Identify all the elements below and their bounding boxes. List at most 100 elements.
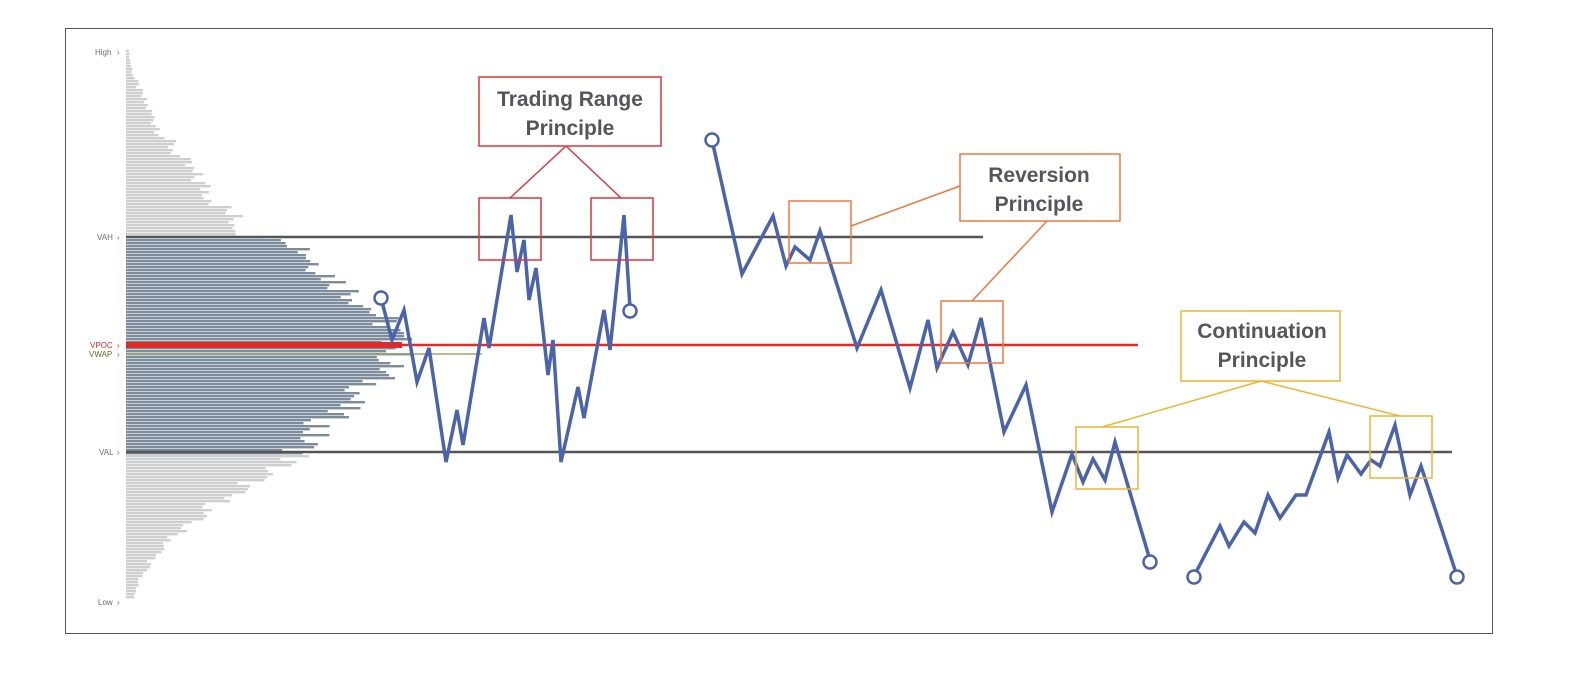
vpoc-arrow-icon: ›	[117, 341, 120, 350]
volume-bar	[126, 50, 129, 53]
volume-bar	[126, 338, 413, 341]
volume-bar	[126, 383, 377, 386]
volume-bar	[126, 314, 377, 317]
path-start-marker	[373, 290, 389, 306]
volume-bar	[126, 122, 152, 125]
volume-bar	[126, 89, 143, 92]
price-path-1	[379, 214, 632, 463]
volume-bar	[126, 443, 318, 446]
reversion-highlight	[940, 300, 1004, 364]
volume-bar	[126, 512, 204, 515]
volume-bar	[126, 359, 379, 362]
volume-bar	[126, 347, 396, 350]
volume-bar	[126, 158, 191, 161]
volume-bar	[126, 239, 281, 242]
volume-bar	[126, 287, 328, 290]
volume-bar	[126, 86, 136, 89]
volume-bar	[126, 539, 171, 542]
volume-bar	[126, 140, 176, 143]
volume-bar	[126, 137, 165, 140]
volume-bar	[126, 440, 305, 443]
volume-bar	[126, 182, 206, 185]
volume-bar	[126, 224, 235, 227]
continuation-highlight	[1075, 426, 1139, 490]
volume-bar	[126, 503, 205, 506]
volume-bar	[126, 476, 268, 479]
volume-bar	[126, 173, 203, 176]
volume-bar	[126, 98, 147, 101]
volume-bar	[126, 92, 143, 95]
volume-bar	[126, 374, 390, 377]
trading-range-highlight	[590, 197, 654, 261]
volume-bar	[126, 320, 397, 323]
volume-bar	[126, 575, 143, 578]
path-start-marker	[1186, 569, 1202, 585]
volume-bar	[126, 56, 129, 59]
volume-bar	[126, 179, 192, 182]
volume-bar	[126, 386, 349, 389]
volume-bar	[126, 488, 248, 491]
volume-bar	[126, 191, 209, 194]
continuation-highlight	[1369, 415, 1433, 479]
volume-bar	[126, 230, 236, 233]
volume-bar	[126, 248, 310, 251]
volume-bar	[126, 260, 311, 263]
volume-bar	[126, 221, 229, 224]
low-label: Low	[98, 598, 113, 607]
volume-bar	[126, 275, 335, 278]
volume-bar	[126, 200, 212, 203]
volume-bar	[126, 437, 301, 440]
volume-bar	[126, 401, 365, 404]
volume-bar	[126, 431, 303, 434]
vwap-label: VWAP	[89, 350, 112, 359]
volume-bar	[126, 578, 139, 581]
volume-bar	[126, 548, 165, 551]
volume-bar	[126, 257, 306, 260]
price-path-3	[1192, 418, 1459, 577]
volume-bar	[126, 62, 131, 65]
volume-bar	[126, 266, 309, 269]
volume-bar	[126, 149, 173, 152]
reversion-subtitle: Principle	[995, 193, 1084, 216]
volume-bar	[126, 101, 144, 104]
volume-bar	[126, 251, 298, 254]
volume-bar	[126, 167, 194, 170]
reversion-box	[959, 153, 1121, 222]
volume-bar	[126, 128, 160, 131]
volume-bar	[126, 566, 150, 569]
volume-bar	[126, 332, 404, 335]
vpoc-bar	[126, 342, 402, 348]
volume-bar	[126, 356, 377, 359]
volume-bar	[126, 467, 266, 470]
volume-bar	[126, 425, 330, 428]
volume-bar	[126, 68, 133, 71]
volume-bar	[126, 434, 330, 437]
volume-bar	[126, 455, 309, 458]
volume-bar	[126, 422, 304, 425]
volume-bar	[126, 299, 352, 302]
volume-bar	[126, 119, 154, 122]
volume-bar	[126, 125, 156, 128]
volume-bar	[126, 107, 146, 110]
volume-bar	[126, 77, 135, 80]
volume-bar	[126, 83, 139, 86]
volume-bar	[126, 482, 238, 485]
volume-bar	[126, 545, 164, 548]
volume-bar	[126, 317, 399, 320]
volume-bar	[126, 263, 319, 266]
volume-bar	[126, 110, 153, 113]
volume-bar	[126, 293, 351, 296]
volume-bar	[126, 146, 169, 149]
volume-bar	[126, 215, 243, 218]
volume-bar	[126, 563, 151, 566]
volume-bar	[126, 416, 349, 419]
volume-bar	[126, 185, 211, 188]
path-end-marker	[1449, 569, 1465, 585]
volume-bar	[126, 527, 181, 530]
trading-range-title: Trading Range	[497, 88, 643, 111]
continuation-title: Continuation	[1197, 320, 1326, 343]
volume-bar	[126, 170, 193, 173]
volume-bar	[126, 152, 171, 155]
volume-bar	[126, 569, 147, 572]
